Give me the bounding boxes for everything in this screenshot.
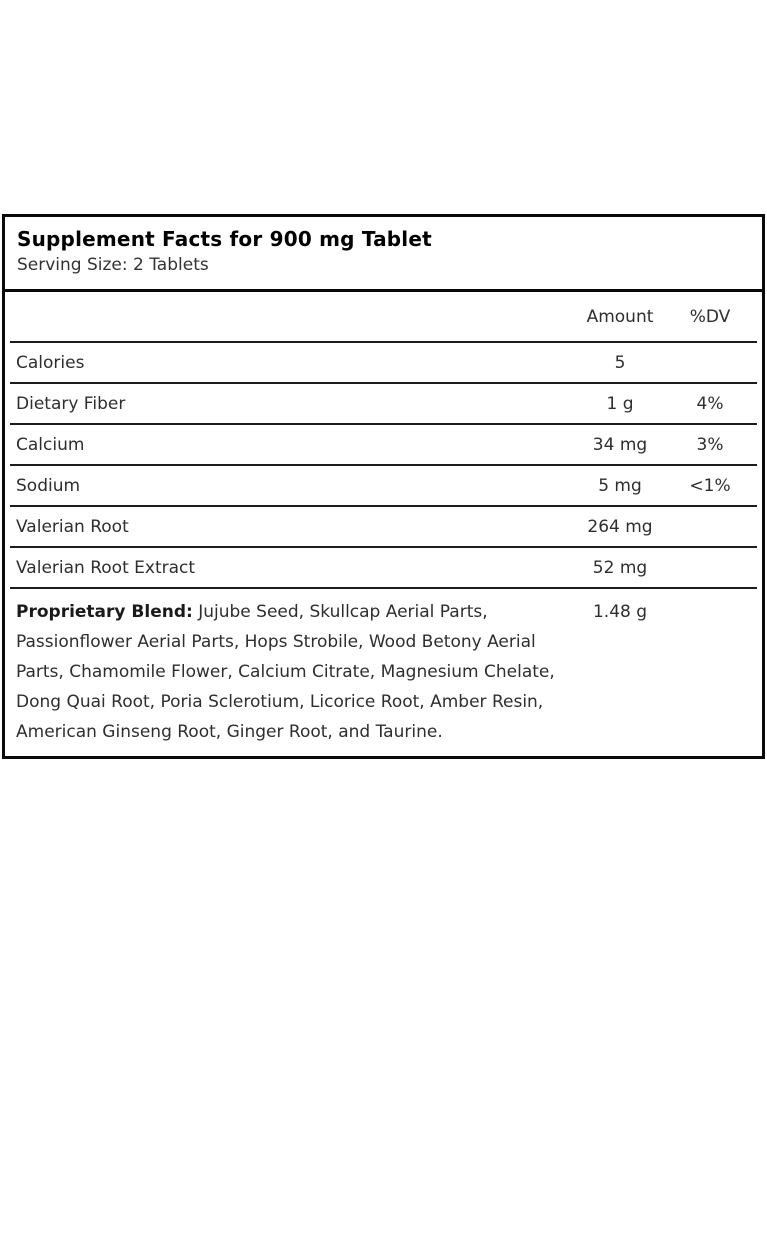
table-row-dietary-fiber: Dietary Fiber 1 g 4% (10, 383, 757, 425)
nutrient-dv: 3% (663, 424, 757, 466)
facts-table-wrap: Amount %DV Calories 5 Dietary Fiber 1 g … (5, 292, 762, 756)
nutrient-amount: 1 g (577, 383, 663, 425)
nutrient-amount: 264 mg (577, 506, 663, 548)
nutrient-amount: 5 (577, 342, 663, 384)
table-row-proprietary-blend: Proprietary Blend: Jujube Seed, Skullcap… (10, 588, 757, 756)
blend-description: Proprietary Blend: Jujube Seed, Skullcap… (10, 588, 577, 756)
nutrient-dv: <1% (663, 465, 757, 507)
supplement-facts-panel: Supplement Facts for 900 mg Tablet Servi… (2, 214, 765, 759)
facts-header: Supplement Facts for 900 mg Tablet Servi… (5, 217, 762, 292)
blend-ingredients: Jujube Seed, Skullcap Aerial Parts, Pass… (16, 602, 555, 742)
nutrient-name: Calcium (10, 424, 577, 466)
column-header-dv: %DV (663, 292, 757, 343)
nutrient-name: Valerian Root Extract (10, 547, 577, 589)
table-row-calories: Calories 5 (10, 342, 757, 384)
column-header-blank (10, 292, 577, 343)
table-row-sodium: Sodium 5 mg <1% (10, 465, 757, 507)
table-header-row: Amount %DV (10, 292, 757, 343)
nutrient-amount: 52 mg (577, 547, 663, 589)
page: { "header": { "title": "Supplement Facts… (0, 214, 767, 1238)
table-row-valerian-root: Valerian Root 264 mg (10, 506, 757, 548)
nutrient-dv (663, 588, 757, 756)
facts-table: Amount %DV Calories 5 Dietary Fiber 1 g … (10, 292, 757, 756)
facts-title: Supplement Facts for 900 mg Tablet (17, 227, 432, 251)
nutrient-name: Valerian Root (10, 506, 577, 548)
nutrient-amount: 1.48 g (592, 602, 648, 622)
nutrient-dv: 4% (663, 383, 757, 425)
nutrient-amount: 5 mg (577, 465, 663, 507)
nutrient-dv (663, 506, 757, 548)
nutrient-dv (663, 547, 757, 589)
nutrient-name: Dietary Fiber (10, 383, 577, 425)
nutrient-dv (663, 342, 757, 384)
table-row-valerian-root-extract: Valerian Root Extract 52 mg (10, 547, 757, 589)
table-row-calcium: Calcium 34 mg 3% (10, 424, 757, 466)
serving-size: Serving Size: 2 Tablets (17, 255, 209, 275)
blend-title: Proprietary Blend: (16, 602, 193, 622)
nutrient-name: Sodium (10, 465, 577, 507)
nutrient-name: Calories (10, 342, 577, 384)
column-header-amount: Amount (577, 292, 663, 343)
nutrient-amount: 34 mg (577, 424, 663, 466)
